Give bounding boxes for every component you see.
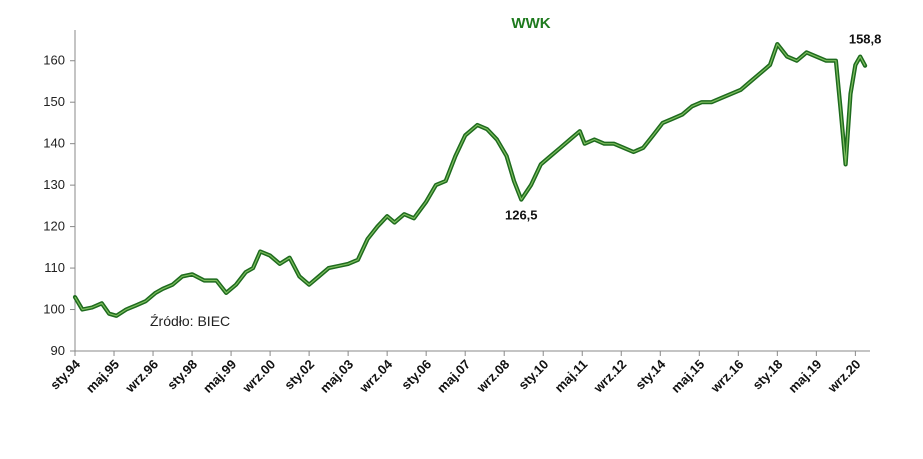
x-tick-label: maj.07 (434, 357, 473, 396)
x-tick-label: wrz.00 (239, 357, 278, 396)
data-label: 126,5 (505, 208, 538, 223)
annotation-layer: 126,5 158,8 (505, 32, 881, 223)
data-label: 158,8 (849, 32, 882, 47)
source-note: Źródło: BIEC (150, 313, 230, 329)
y-tick-label: 150 (43, 94, 65, 109)
x-tick-label: sty.10 (515, 357, 551, 393)
x-tick-label: maj.03 (317, 357, 356, 396)
y-tick-label: 90 (51, 343, 65, 358)
x-tick-label: wrz.16 (707, 357, 746, 396)
y-tick-label: 120 (43, 219, 65, 234)
y-axis: 90 100 110 120 130 140 150 160 (43, 30, 76, 358)
x-tick-label: maj.19 (785, 357, 824, 396)
x-tick-label: sty.14 (632, 356, 669, 393)
x-tick-label: sty.98 (164, 357, 200, 393)
y-tick-label: 100 (43, 302, 65, 317)
x-axis: sty.94 maj.95 wrz.96 sty.98 maj.99 wrz.00 sty.… (47, 350, 870, 396)
x-tick-label: maj.15 (668, 357, 707, 396)
x-tick-label: maj.11 (552, 357, 591, 396)
y-tick-label: 110 (44, 260, 65, 275)
x-tick-label: sty.06 (398, 357, 434, 393)
series-line-highlight-0 (74, 43, 866, 317)
x-tick-label: sty.94 (47, 356, 84, 393)
x-tick-label: maj.95 (83, 357, 122, 396)
x-tick-label: wrz.04 (356, 356, 396, 396)
x-tick-label: wrz.20 (824, 357, 863, 396)
chart-title: WWK (511, 15, 550, 32)
y-tick-label: 160 (43, 53, 65, 68)
x-tick-label: sty.02 (281, 357, 317, 393)
x-tick-label: wrz.96 (122, 357, 161, 396)
x-tick-label: maj.99 (200, 357, 239, 396)
series-layer (72, 42, 868, 318)
y-tick-label: 130 (43, 177, 65, 192)
x-tick-label: sty.18 (749, 357, 785, 393)
y-tick-label: 140 (43, 136, 65, 151)
x-tick-label: wrz.08 (473, 357, 512, 396)
x-tick-label: wrz.12 (590, 357, 629, 396)
